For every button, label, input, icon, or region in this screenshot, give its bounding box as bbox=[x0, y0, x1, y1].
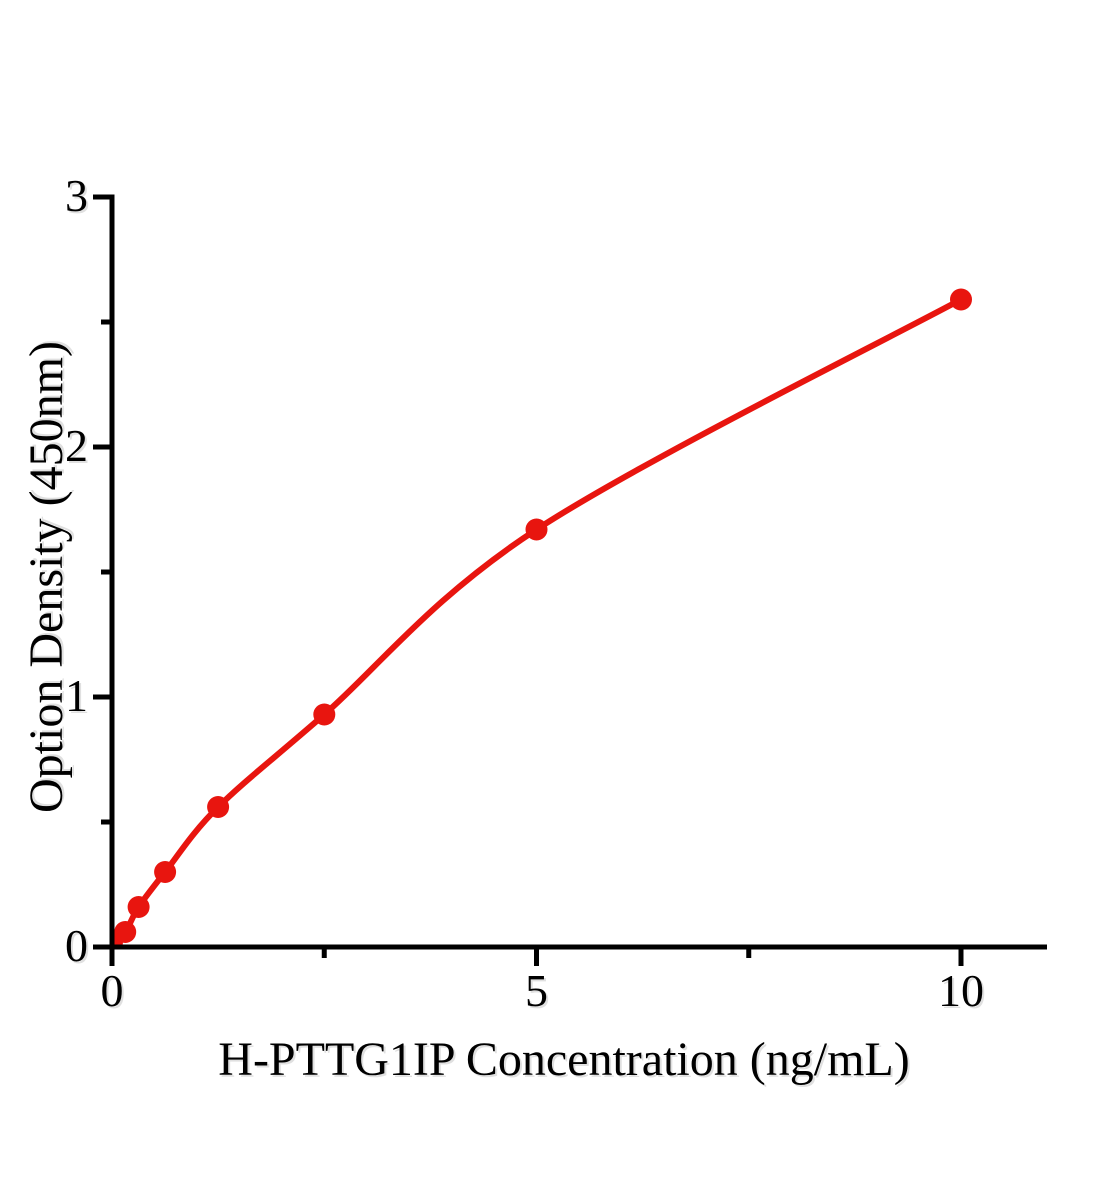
data-point-marker bbox=[950, 288, 972, 311]
y-tick-label: 2 bbox=[65, 420, 88, 472]
y-tick-label: 1 bbox=[65, 670, 88, 722]
standard-curve-line bbox=[112, 296, 964, 945]
x-axis-title: H-PTTG1IP Concentration (ng/mL) bbox=[218, 1033, 910, 1087]
data-point-marker bbox=[154, 861, 177, 883]
data-point-marker bbox=[313, 703, 336, 726]
data-point-marker bbox=[127, 896, 150, 918]
y-tick-label: 0 bbox=[65, 920, 88, 972]
curve-layer bbox=[112, 288, 972, 947]
x-tick-label: 0 bbox=[100, 965, 124, 1016]
axes-layer bbox=[93, 194, 1047, 966]
x-tick-label: 10 bbox=[938, 965, 984, 1016]
y-axis-title: Option Density (450nm) bbox=[20, 341, 74, 813]
y-tick-label: 3 bbox=[65, 170, 88, 222]
data-point-marker bbox=[525, 518, 548, 541]
x-tick-label: 5 bbox=[525, 965, 548, 1016]
data-point-marker bbox=[114, 921, 137, 943]
data-point-marker bbox=[207, 796, 230, 818]
